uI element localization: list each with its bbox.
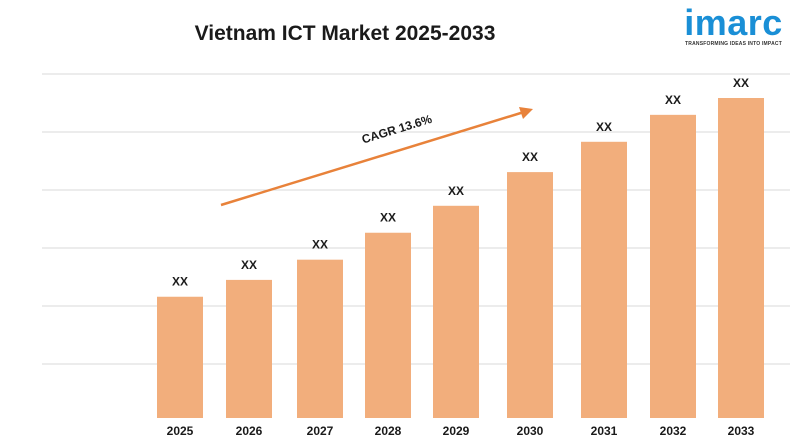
bar-2026 — [226, 279, 272, 418]
x-tick-2028: 2028 — [375, 424, 402, 438]
cagr-label: CAGR 13.6% — [360, 112, 434, 147]
x-tick-2027: 2027 — [307, 424, 334, 438]
data-label-2028: XX — [380, 211, 396, 225]
logo-wordmark: imarc — [684, 2, 783, 43]
bar-2029 — [433, 205, 479, 418]
x-tick-2026: 2026 — [236, 424, 263, 438]
bar-2031 — [581, 141, 627, 418]
bar-2033 — [718, 98, 764, 418]
data-label-2033: XX — [733, 76, 749, 90]
chart-title: Vietnam ICT Market 2025-2033 — [194, 22, 496, 45]
logo-tagline: TRANSFORMING IDEAS INTO IMPACT — [685, 41, 782, 47]
cagr-arrowhead — [519, 107, 533, 119]
data-label-2027: XX — [312, 238, 328, 252]
bar-2027 — [297, 259, 343, 418]
bar-2032 — [650, 114, 696, 418]
bar-2030 — [507, 172, 553, 418]
bar-2028 — [365, 232, 411, 418]
data-label-2026: XX — [241, 258, 257, 272]
data-label-2025: XX — [172, 275, 188, 289]
cagr-arrow-line — [220, 110, 525, 207]
x-tick-2033: 2033 — [728, 424, 755, 438]
data-label-2030: XX — [522, 150, 538, 164]
x-tick-2025: 2025 — [167, 424, 194, 438]
x-tick-2032: 2032 — [660, 424, 687, 438]
bar-2025 — [157, 296, 203, 418]
x-tick-2030: 2030 — [517, 424, 544, 438]
data-label-2029: XX — [448, 184, 464, 198]
data-label-2032: XX — [665, 93, 681, 107]
data-label-2031: XX — [596, 120, 612, 134]
imarc-logo: imarc TRANSFORMING IDEAS INTO IMPACT — [676, 2, 791, 52]
x-tick-2031: 2031 — [591, 424, 618, 438]
x-tick-2029: 2029 — [443, 424, 470, 438]
